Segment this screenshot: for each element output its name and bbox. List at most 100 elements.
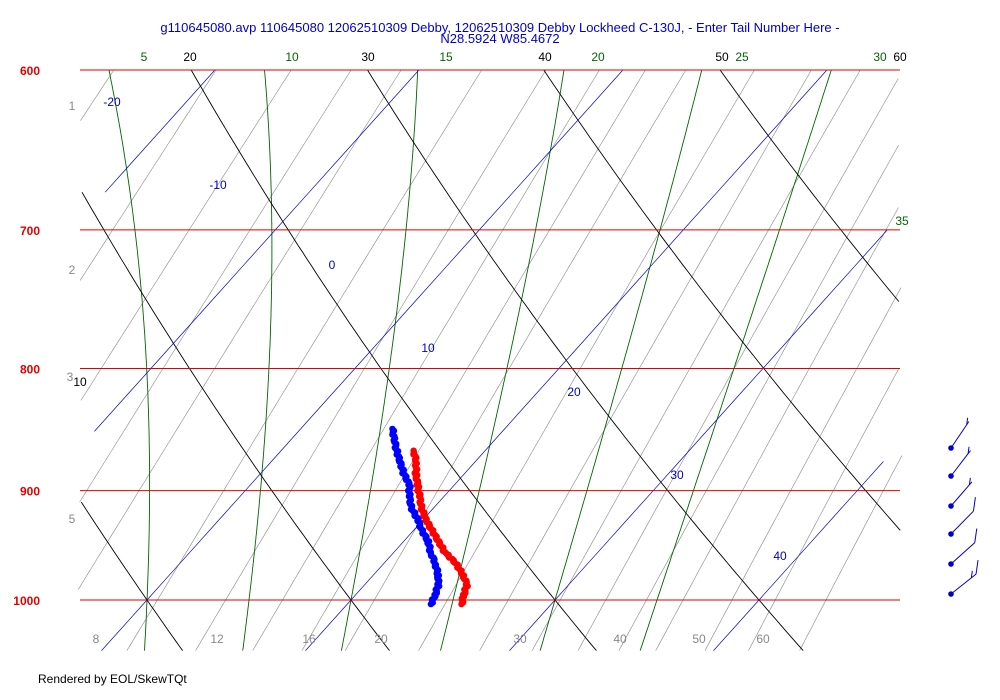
moist-adiabat-label: 10 [285,50,299,64]
dry-adiabat-line [80,501,183,651]
mixing-ratio-line [704,287,902,651]
wind-barb-staff [950,573,977,595]
dry-adiabat-line [190,69,597,651]
wind-barbs [948,417,979,597]
wind-barb-feather [972,497,976,512]
wind-barb [948,417,970,451]
isobar-label: 600 [20,64,40,78]
wind-barb-staff [950,421,970,449]
mixing-ratio-line [301,69,646,651]
mixing-ratio-line [195,69,547,651]
moist-adiabat-label: 30 [873,50,887,64]
mixing-ratio-label: 8 [93,632,100,646]
series-point [410,447,417,454]
wind-barb-feather [975,560,979,575]
mixing-ratio-line [577,78,899,651]
mixing-ratio-line [79,69,217,281]
mixing-ratio-label: 20 [374,632,388,646]
axis-labels: 600 700 800 900 1000 -20 -10 0 10 20 30 40 20 30 40 50 6… [13,50,909,646]
isotherm-line [305,69,828,651]
dry-adiabat-label: 60 [893,50,907,64]
height-label: 1 [69,99,76,113]
moist-adiabat-lines [108,69,832,651]
isobar-label: 900 [20,485,40,499]
mixing-ratio-label: 30 [513,632,527,646]
mixing-ratio-line [479,69,812,651]
dry-adiabat-line [543,69,901,531]
isotherm-label: 30 [670,468,684,482]
chart-title-line2: N28.5924 W85.4672 [440,31,559,46]
isotherm-line [104,69,216,193]
dry-adiabat-label: 40 [538,50,552,64]
mixing-ratio-label: 16 [302,632,316,646]
mixing-ratio-line [80,69,115,121]
height-label: 5 [69,512,76,526]
isotherm-line [713,461,884,651]
mixing-ratio-line [748,368,900,651]
dry-adiabat-line [367,69,804,651]
moist-adiabat-label: 35 [895,214,909,228]
wind-barb-feather [974,528,978,543]
dry-adiabat-label: 50 [715,50,729,64]
mixing-ratio-line [126,69,482,651]
mixing-ratio-label: 50 [692,632,706,646]
wind-barb [948,560,979,597]
dry-adiabat-label: 30 [361,50,375,64]
isotherm-lines [94,69,888,651]
series-temperature [410,447,471,608]
dry-adiabat-line [81,191,390,651]
moist-adiabat-line [242,69,273,651]
dry-adiabat-lines [80,69,901,651]
moist-adiabat-label: 20 [591,50,605,64]
mixing-ratio-line [531,69,861,651]
mixing-ratio-line [79,69,352,503]
dry-adiabat-line [719,69,900,302]
moist-adiabat-label: 15 [439,50,453,64]
mixing-ratio-line [344,69,687,651]
isotherm-label: -10 [209,178,227,192]
mixing-ratio-line [418,69,755,651]
mixing-ratio-line [77,69,402,590]
isotherm-label: -20 [103,95,121,109]
mixing-ratio-line [80,69,292,401]
wind-barb-staff [950,450,971,477]
moist-adiabat-line [639,69,832,651]
sounding-series [389,425,471,608]
isobar-lines [80,69,900,601]
wind-barb [948,446,971,479]
wind-barb [948,477,973,509]
moist-adiabat-line [539,69,703,651]
isotherm-label: 10 [421,341,435,355]
isotherm-line [101,69,624,651]
wind-barb-staff [950,510,974,535]
dry-adiabat-label: 10 [73,375,87,389]
mixing-ratio-label: 60 [756,632,770,646]
wind-barb-feather [967,446,970,454]
moist-adiabat-line [108,69,151,651]
isotherm-line [509,229,888,651]
mixing-ratio-line [655,207,899,651]
isotherm-line [94,69,420,432]
isotherm-label: 0 [329,258,336,272]
mixing-ratio-lines [77,69,903,651]
moist-adiabat-label: 5 [141,50,148,64]
dry-adiabat-label: 20 [183,50,197,64]
height-label: 2 [69,263,76,277]
wind-barb-staff [950,542,976,565]
wind-barb-feather [966,417,969,425]
wind-barb [948,528,978,567]
mixing-ratio-line [252,69,600,651]
isotherm-label: 40 [773,549,787,563]
isobar-label: 1000 [13,594,40,608]
mixing-ratio-line [799,455,903,651]
wind-barb-feather [968,477,971,485]
isotherm-label: 20 [567,385,581,399]
mixing-ratio-label: 12 [210,632,224,646]
moist-adiabat-label: 25 [735,50,749,64]
wind-barb-staff [950,481,973,507]
wind-barb-feather [970,570,973,578]
series-point [389,425,396,433]
isobar-label: 700 [20,224,40,238]
chart-title-line1: g110645080.avp 110645080 12062510309 Deb… [160,20,839,35]
